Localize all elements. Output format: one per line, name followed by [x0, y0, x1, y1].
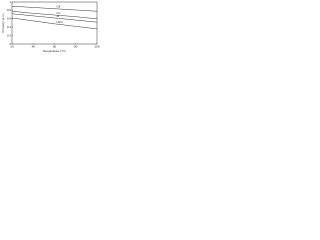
x-axis-label: Temperature (°C)	[42, 49, 65, 53]
y-tick-label: 0.2	[7, 33, 12, 37]
x-tick-label: 100	[94, 44, 99, 48]
series-line	[11, 5, 98, 12]
y-tick-label: 0.4	[7, 25, 12, 29]
y-tick-label: 0	[9, 42, 11, 46]
y-axis-label: Property (a.u.)	[1, 13, 5, 32]
x-tick-label: 20	[10, 44, 14, 48]
series-line	[11, 10, 98, 20]
page: {"chart_data": {"type": "line", "x_label…	[0, 0, 100, 54]
x-tick-label: 60	[53, 44, 57, 48]
series-label: Cu	[57, 11, 61, 15]
plot-frame	[11, 1, 98, 45]
series-line	[11, 13, 98, 23]
series-label: Al	[57, 14, 60, 18]
series-label: Oil	[57, 5, 61, 9]
x-tick-label: 40	[32, 44, 36, 48]
series-line	[11, 17, 98, 30]
x-tick-label: 80	[74, 44, 78, 48]
y-tick-label: 1	[9, 0, 11, 4]
chart: Temperature (°C) Property (a.u.) 0 0.2 0.4…	[1, 0, 100, 53]
y-tick-label: 0.8	[7, 8, 12, 12]
series-label: H2O	[57, 20, 64, 24]
y-tick-label: 0.6	[7, 17, 12, 21]
